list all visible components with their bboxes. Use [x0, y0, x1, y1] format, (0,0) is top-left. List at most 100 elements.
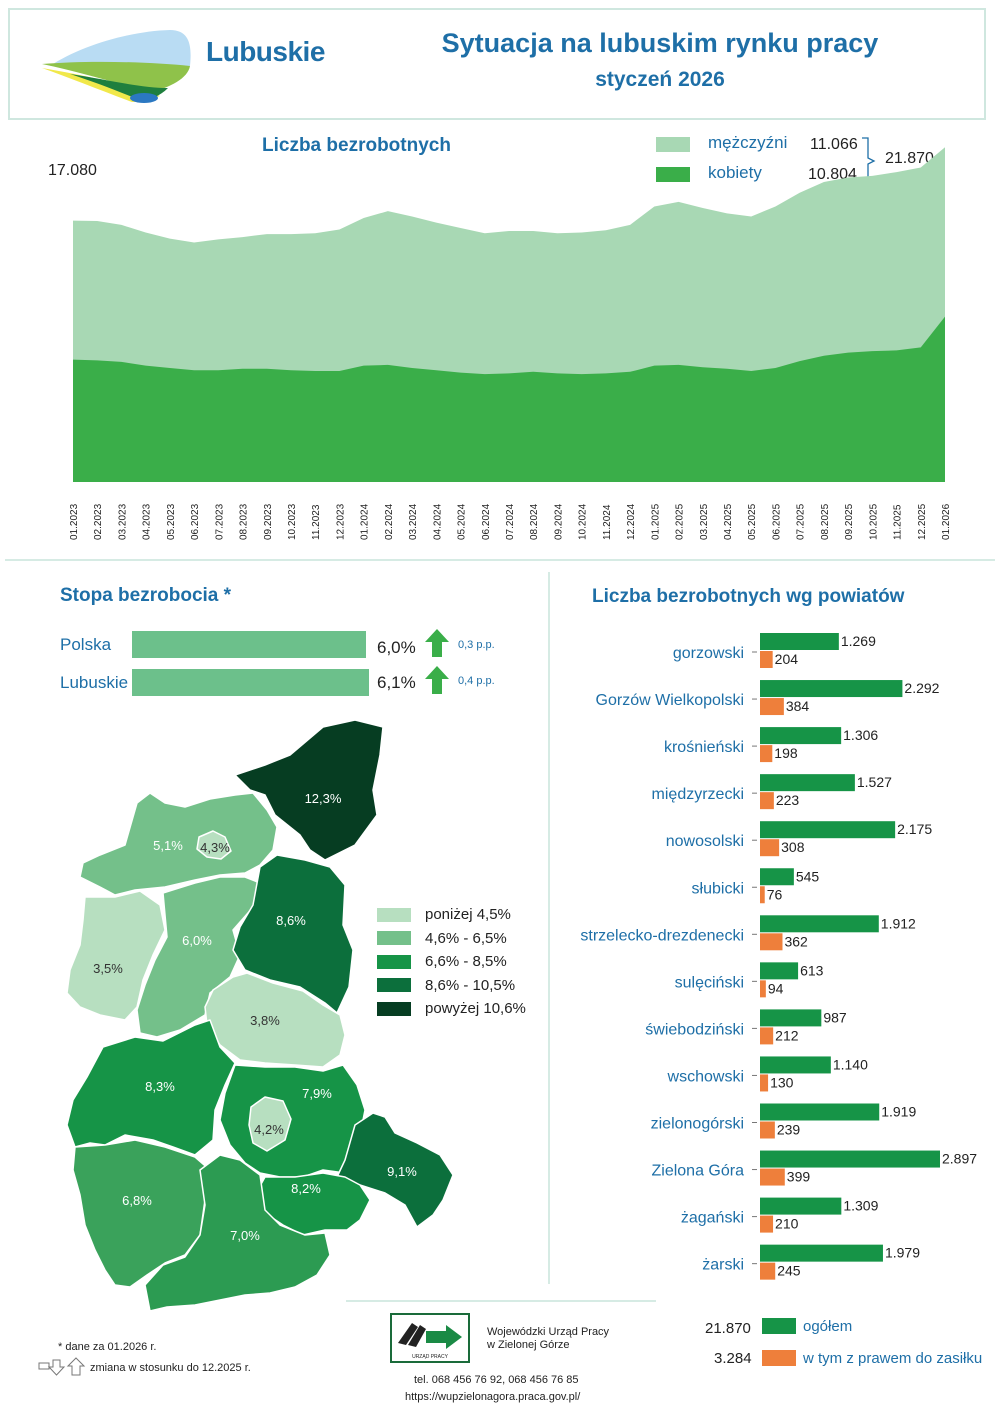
x-tick-label: 07.2025 [796, 503, 807, 540]
map-legend-label: 4,6% - 6,5% [425, 929, 507, 947]
bar-benefit [760, 1121, 775, 1139]
bar-benefit [760, 980, 766, 998]
map-value-label: 4,2% [254, 1122, 284, 1137]
legend-total-value: 21.870 [705, 1320, 751, 1337]
org-line1: Wojewódzki Urząd Pracy [487, 1326, 610, 1338]
bar-total [760, 727, 842, 745]
bar-total-label: 987 [823, 1009, 847, 1025]
x-tick-label: 02.2023 [93, 503, 104, 540]
x-tick-label: 12.2024 [626, 503, 637, 540]
map-legend-swatch [377, 954, 411, 969]
contact-url[interactable]: https://wupzielonagora.praca.gov.pl/ [405, 1391, 581, 1403]
powiat-name: wschowski [667, 1068, 744, 1085]
map-value-label: 8,3% [145, 1079, 175, 1094]
powiat-name: żarski [702, 1257, 744, 1274]
bar-benefit-label: 76 [767, 886, 783, 902]
bar-benefit-label: 384 [786, 698, 810, 714]
map-region-krosnienski [66, 1019, 236, 1156]
bar-benefit-label: 212 [775, 1027, 799, 1043]
map-legend-label: poniżej 4,5% [425, 906, 511, 924]
x-tick-label: 01.2023 [69, 503, 80, 540]
bar-total [760, 1103, 880, 1121]
legend-benefit-label: w tym z prawem do zasiłku [803, 1350, 983, 1367]
powiaty-bar-chart: gorzowski 1.269 204 Gorzów Wielkopolski 2.29… [580, 633, 977, 1280]
map-value-label: 7,0% [230, 1228, 260, 1243]
bar-total-label: 2.897 [942, 1151, 977, 1167]
map-value-label: 6,8% [122, 1193, 152, 1208]
map-region-strzelecko-drezdenecki [234, 719, 384, 861]
bar-total [760, 868, 794, 886]
change-note: zmiana w stosunku do 12.2025 r. [90, 1362, 251, 1374]
bar-benefit [760, 1262, 776, 1280]
bar-total-label: 1.919 [881, 1104, 916, 1120]
x-tick-label: 11.2025 [893, 504, 904, 540]
bar-benefit-label: 223 [776, 792, 800, 808]
voivodeship-map: 12,3% 5,1% 4,3% 6,0% 8,6% 3,5% 3,8% 8,3% 7,9% 4,2… [66, 719, 454, 1312]
map-legend-swatch [377, 1001, 411, 1016]
men-value: 11.066 [810, 136, 858, 153]
legend-women-label: kobiety [708, 163, 762, 182]
x-tick-label: 10.2023 [287, 503, 298, 540]
rate-label-lubuskie: Lubuskie [60, 673, 129, 692]
map-value-label: 8,6% [276, 913, 306, 928]
map-value-label: 3,5% [93, 961, 123, 976]
map-legend-item: 8,6% - 10,5% [377, 977, 515, 995]
powiaty-title: Liczba bezrobotnych wg powiatów [592, 586, 905, 607]
x-tick-label: 05.2025 [747, 503, 758, 540]
powiat-name: międzyrzecki [652, 786, 744, 803]
map-value-label: 3,8% [250, 1013, 280, 1028]
header-box [8, 8, 986, 120]
bar-benefit [760, 1215, 774, 1233]
bar-total-label: 545 [796, 868, 820, 884]
map-value-label: 5,1% [153, 838, 183, 853]
bar-total-label: 1.269 [841, 633, 876, 649]
x-tick-label: 01.2024 [360, 503, 371, 540]
powiat-name: zielonogórski [651, 1116, 744, 1133]
arrow-up-icon [425, 666, 449, 694]
page-title: Sytuacja na lubuskim rynku pracy [441, 28, 879, 58]
logo-text: URZĄD PRACY [412, 1354, 449, 1360]
bar-total-label: 1.527 [857, 774, 892, 790]
legend-benefit-value: 3.284 [714, 1350, 752, 1367]
map-value-label: 8,2% [291, 1181, 321, 1196]
legend-men-label: mężczyźni [708, 133, 788, 152]
powiat-name: gorzowski [673, 645, 744, 662]
x-tick-label: 06.2025 [771, 503, 782, 540]
x-tick-label: 04.2024 [432, 503, 443, 540]
x-tick-label: 11.2023 [311, 504, 322, 540]
x-tick-label: 02.2025 [675, 503, 686, 540]
bar-total-label: 1.979 [885, 1245, 920, 1261]
bar-benefit [760, 698, 784, 716]
map-legend-item: poniżej 4,5% [377, 906, 511, 924]
map-value-label: 6,0% [182, 933, 212, 948]
powiat-name: krośnieński [664, 739, 744, 756]
x-tick-label: 06.2023 [190, 503, 201, 540]
map-legend-label: powyżej 10,6% [425, 1000, 526, 1018]
powiat-name: nowosolski [666, 833, 744, 850]
map-region-gorzow-city [196, 830, 232, 860]
rate-change-lubuskie: 0,4 p.p. [458, 675, 495, 687]
map-legend-label: 6,6% - 8,5% [425, 953, 507, 971]
urzad-pracy-logo-icon: URZĄD PRACY [390, 1313, 470, 1363]
bar-benefit-label: 198 [774, 745, 798, 761]
bar-benefit-label: 204 [775, 651, 799, 667]
bar-total [760, 1056, 831, 1074]
bar-total-label: 2.292 [904, 680, 939, 696]
map-legend-swatch [377, 907, 411, 922]
powiat-name: świebodziński [645, 1021, 744, 1038]
bar-benefit [760, 745, 773, 763]
x-tick-label: 05.2023 [166, 503, 177, 540]
change-arrows-icon [38, 1357, 86, 1376]
bar-benefit [760, 839, 780, 857]
bar-benefit-label: 94 [768, 980, 784, 996]
area-chart-title: Liczba bezrobotnych [262, 135, 451, 156]
bar-total-label: 613 [800, 962, 824, 978]
area-chart: 01.2023 02.2023 03.2023 04.2023 05.2023 06.20… [69, 147, 952, 540]
legend-benefit-swatch [762, 1350, 796, 1366]
area-series-women [73, 316, 945, 482]
map-value-label: 12,3% [305, 791, 342, 806]
bar-total-label: 1.306 [843, 727, 878, 743]
org-line2: w Zielonej Górze [487, 1339, 570, 1351]
bar-total-label: 1.309 [843, 1198, 878, 1214]
bar-total-label: 2.175 [897, 821, 932, 837]
